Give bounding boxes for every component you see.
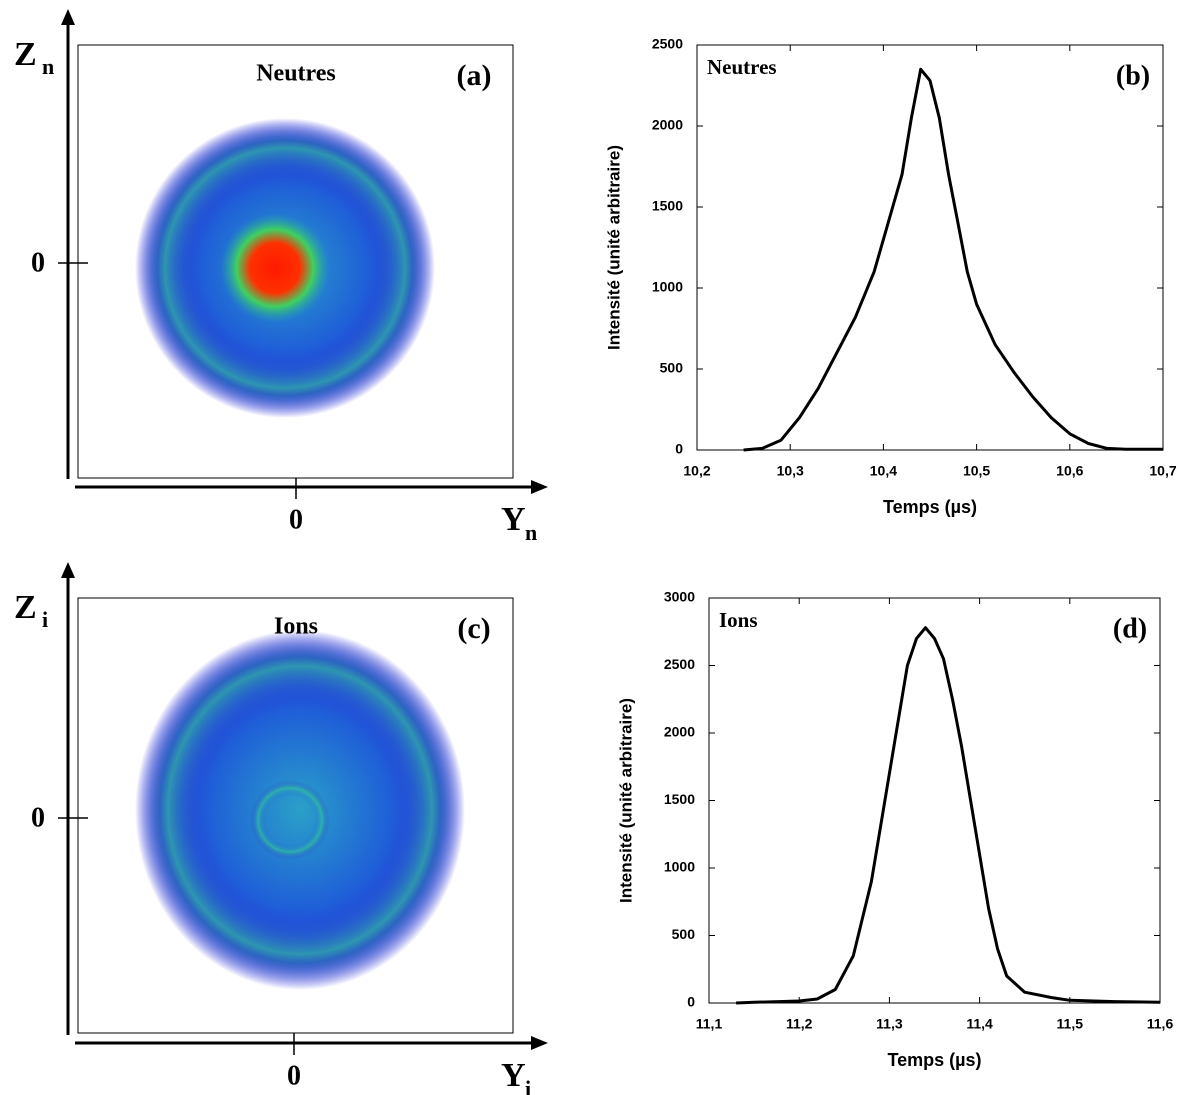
x-tick-label: 11,5	[1057, 1016, 1084, 1032]
plot-frame	[708, 597, 1161, 1004]
y-axis-label: Z	[14, 36, 37, 73]
y-tick-label: 2500	[664, 656, 695, 672]
y-tick-label: 1000	[652, 279, 683, 295]
y-axis-label-sub: i	[42, 607, 48, 632]
x-tick-label: 10,7	[1149, 463, 1176, 479]
x-tick-label: 0	[289, 504, 303, 535]
panel-label: (c)	[457, 612, 490, 645]
x-tick-label: 11,4	[966, 1016, 993, 1032]
y-tick-label: 0	[675, 441, 683, 457]
y-tick-label: 0	[31, 802, 45, 833]
panel-label: (d)	[1113, 613, 1147, 644]
x-axis-label: Y	[501, 1057, 526, 1094]
y-tick-label: 2000	[652, 117, 683, 133]
x-tick-label: 10,6	[1056, 463, 1083, 479]
y-axis-label: Intensité (unité arbitraire)	[616, 698, 635, 903]
y-arrow	[61, 562, 75, 578]
x-tick-label: 11,1	[696, 1016, 723, 1032]
x-tick-label: 10,3	[777, 463, 804, 479]
plot-frame	[696, 44, 1164, 451]
x-tick-label: 11,6	[1147, 1016, 1174, 1032]
x-arrow	[531, 1036, 548, 1050]
x-tick-label: 10,2	[683, 463, 710, 479]
image-core	[220, 213, 330, 323]
y-arrow	[61, 9, 75, 25]
panel-title: Neutres	[256, 61, 336, 87]
y-axis-label-sub: n	[42, 54, 54, 79]
y-tick-label: 2500	[652, 36, 683, 52]
y-tick-label: 3000	[664, 589, 695, 605]
y-axis-label: Intensité (unité arbitraire)	[604, 145, 623, 350]
x-axis-label-sub: i	[525, 1076, 531, 1095]
y-axis-label: Z	[14, 589, 37, 626]
x-tick-label: 10,4	[870, 463, 897, 479]
y-tick-label: 1500	[652, 198, 683, 214]
x-axis-label-sub: n	[525, 520, 537, 545]
x-axis-label: Y	[501, 501, 526, 538]
y-tick-label: 500	[660, 360, 684, 376]
panel-label: (a)	[457, 59, 492, 92]
panel-label: (b)	[1116, 60, 1150, 91]
x-axis-label: Temps (µs)	[887, 1050, 981, 1070]
x-axis-label: Temps (µs)	[883, 497, 977, 517]
y-tick-label: 0	[31, 247, 45, 278]
y-tick-label: 1000	[664, 859, 695, 875]
image-core	[250, 780, 330, 860]
data-line	[736, 626, 1161, 1005]
y-tick-label: 0	[687, 994, 695, 1010]
panel-title: Neutres	[707, 55, 777, 79]
x-tick-label: 11,3	[876, 1016, 903, 1032]
y-tick-label: 2000	[664, 724, 695, 740]
y-tick-label: 500	[672, 926, 696, 942]
y-tick-label: 1500	[664, 791, 695, 807]
data-line	[743, 67, 1163, 452]
x-tick-label: 11,2	[786, 1016, 813, 1032]
x-tick-label: 10,5	[963, 463, 990, 479]
panel-title: Ions	[719, 608, 758, 632]
panel-title: Ions	[274, 614, 318, 640]
x-tick-label: 0	[287, 1060, 301, 1091]
x-arrow	[531, 480, 548, 494]
